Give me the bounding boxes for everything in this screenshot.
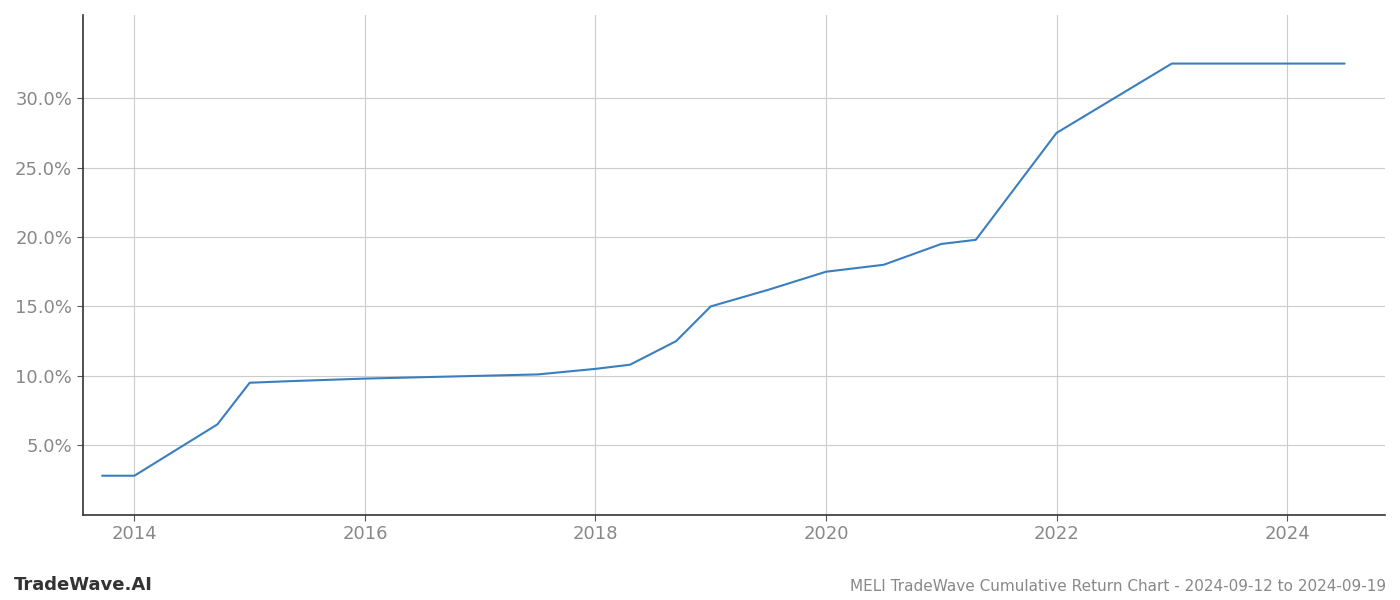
Text: TradeWave.AI: TradeWave.AI	[14, 576, 153, 594]
Text: MELI TradeWave Cumulative Return Chart - 2024-09-12 to 2024-09-19: MELI TradeWave Cumulative Return Chart -…	[850, 579, 1386, 594]
